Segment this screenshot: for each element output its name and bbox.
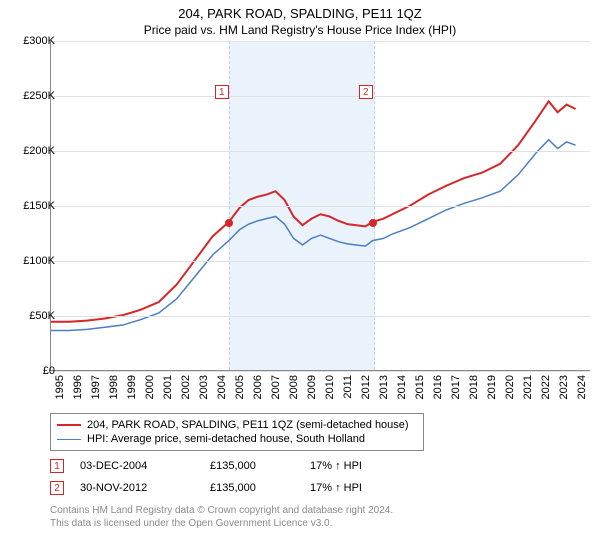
x-tick-label: 2011 [342, 375, 354, 399]
legend: 204, PARK ROAD, SPALDING, PE11 1QZ (semi… [50, 413, 424, 451]
x-tick-label: 2000 [144, 375, 156, 399]
gridline [51, 316, 590, 317]
gridline [51, 151, 590, 152]
x-tick-label: 2021 [522, 375, 534, 399]
x-tick-label: 2015 [414, 375, 426, 399]
x-tick-label: 1995 [54, 375, 66, 399]
sale-label-box-1: 1 [215, 85, 229, 99]
footnote-1: Contains HM Land Registry data © Crown c… [50, 505, 600, 516]
y-tick-label: £0 [7, 365, 55, 377]
legend-swatch [57, 439, 81, 440]
legend-row: 204, PARK ROAD, SPALDING, PE11 1QZ (semi… [57, 418, 417, 432]
legend-label: HPI: Average price, semi-detached house,… [87, 433, 365, 445]
sale-point-2 [369, 219, 377, 227]
series-property_price [51, 101, 576, 321]
x-tick-label: 2023 [558, 375, 570, 399]
y-tick-label: £150K [7, 200, 55, 212]
x-tick-label: 2001 [162, 375, 174, 399]
x-tick-label: 2008 [288, 375, 300, 399]
x-tick-label: 2020 [504, 375, 516, 399]
sale-row: 2 30-NOV-2012£135,00017% ↑ HPI [50, 481, 600, 495]
x-tick-label: 2003 [198, 375, 210, 399]
x-tick-label: 2005 [234, 375, 246, 399]
gridline [51, 41, 590, 42]
legend-row: HPI: Average price, semi-detached house,… [57, 432, 417, 446]
x-tick-label: 1997 [90, 375, 102, 399]
sale-date: 30-NOV-2012 [80, 482, 210, 494]
sale-point-1 [225, 219, 233, 227]
sale-hpi: 17% ↑ HPI [310, 482, 390, 494]
sale-hpi: 17% ↑ HPI [310, 460, 390, 472]
sale-row: 1 03-DEC-2004£135,00017% ↑ HPI [50, 459, 600, 473]
x-tick-label: 1998 [108, 375, 120, 399]
gridline [51, 206, 590, 207]
y-tick-label: £300K [7, 35, 55, 47]
series-hpi_price [51, 140, 576, 331]
y-tick-label: £200K [7, 145, 55, 157]
gridline [51, 261, 590, 262]
gridline [51, 371, 590, 372]
x-tick-label: 2017 [450, 375, 462, 399]
x-tick-label: 1999 [126, 375, 138, 399]
x-tick-label: 1996 [72, 375, 84, 399]
legend-label: 204, PARK ROAD, SPALDING, PE11 1QZ (semi… [87, 419, 409, 431]
x-tick-label: 2016 [432, 375, 444, 399]
chart-subtitle: Price paid vs. HM Land Registry's House … [0, 21, 600, 41]
y-tick-label: £50K [7, 310, 55, 322]
chart-title: 204, PARK ROAD, SPALDING, PE11 1QZ [0, 0, 600, 21]
sales-block: 1 03-DEC-2004£135,00017% ↑ HPI 2 30-NOV-201… [0, 459, 600, 495]
sale-price: £135,000 [210, 460, 310, 472]
sale-marker-1: 1 [50, 459, 64, 473]
x-tick-label: 2022 [540, 375, 552, 399]
x-tick-label: 2004 [216, 375, 228, 399]
sale-label-box-2: 2 [359, 85, 373, 99]
x-tick-label: 2007 [270, 375, 282, 399]
x-tick-label: 2018 [468, 375, 480, 399]
x-tick-label: 2012 [360, 375, 372, 399]
x-tick-label: 2002 [180, 375, 192, 399]
y-tick-label: £250K [7, 90, 55, 102]
x-tick-label: 2010 [324, 375, 336, 399]
footnote-2: This data is licensed under the Open Gov… [50, 518, 600, 529]
sale-price: £135,000 [210, 482, 310, 494]
x-tick-label: 2019 [486, 375, 498, 399]
chart-plot-area: 12 [50, 41, 590, 371]
x-tick-label: 2014 [396, 375, 408, 399]
x-tick-label: 2006 [252, 375, 264, 399]
x-tick-label: 2013 [378, 375, 390, 399]
y-tick-label: £100K [7, 255, 55, 267]
sale-date: 03-DEC-2004 [80, 460, 210, 472]
x-tick-label: 2024 [576, 375, 588, 399]
x-tick-label: 2009 [306, 375, 318, 399]
gridline [51, 96, 590, 97]
sale-marker-2: 2 [50, 481, 64, 495]
legend-swatch [57, 424, 81, 426]
